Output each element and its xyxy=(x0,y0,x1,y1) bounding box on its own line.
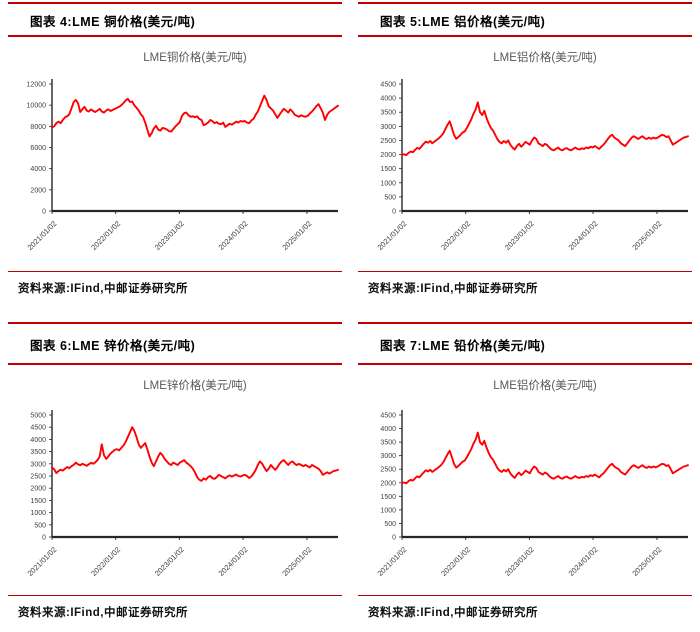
y-axis-tick-label: 4000 xyxy=(380,426,396,433)
source-rule xyxy=(358,594,692,596)
y-axis-tick-label: 2000 xyxy=(380,152,396,159)
source-rule xyxy=(8,594,342,596)
y-axis-tick-label: 3000 xyxy=(30,461,46,468)
figure-5-source-note: 资料来源:IFind,中邮证券研究所 xyxy=(368,282,538,295)
x-axis-tick-label: 2025/01/02 xyxy=(630,219,663,252)
figure-4-header: 图表 4:LME 铜价格(美元/吨) xyxy=(30,15,196,29)
y-axis-tick-label: 0 xyxy=(42,208,46,215)
y-axis-tick-label: 3000 xyxy=(380,453,396,460)
chart-title: LME锌价格(美元/吨) xyxy=(143,378,247,392)
price-line xyxy=(51,425,339,482)
source-rule xyxy=(358,270,692,272)
figure-chart-4-copper: 图表 4:LME 铜价格(美元/吨) LME铜价格(美元/吨) 12000 1000… xyxy=(8,2,342,296)
figure-7-header: 图表 7:LME 铅价格(美元/吨) xyxy=(380,339,546,353)
price-line xyxy=(401,431,689,484)
x-axis-tick-label: 2025/01/02 xyxy=(630,545,663,578)
x-axis-tick-label: 2025/01/02 xyxy=(280,545,313,578)
y-axis-tick-label: 2000 xyxy=(380,480,396,487)
y-axis-tick-label: 8000 xyxy=(30,123,46,130)
y-axis-tick-label: 500 xyxy=(384,194,396,201)
header-bottom-rule xyxy=(358,35,692,37)
y-axis-tick-label: 3000 xyxy=(380,123,396,130)
y-axis-tick-label: 0 xyxy=(392,208,396,215)
lead-price-line-chart: LME铝价格(美元/吨) 4500 4000 3500 3000 2500 2000 1500… xyxy=(376,378,689,578)
figure-chart-6-zinc: 图表 6:LME 锌价格(美元/吨) LME锌价格(美元/吨) 5000 4500 4… xyxy=(8,322,342,620)
y-axis-tick-label: 4000 xyxy=(380,95,396,102)
x-axis-tick-label: 2024/01/02 xyxy=(567,545,600,578)
x-axis-tick-label: 2023/01/02 xyxy=(153,219,186,252)
y-axis-tick-label: 4500 xyxy=(30,424,46,431)
y-axis-tick-label: 2500 xyxy=(380,137,396,144)
y-axis-tick-label: 4000 xyxy=(30,166,46,173)
y-axis-tick-label: 3500 xyxy=(30,449,46,456)
y-axis-tick-label: 6000 xyxy=(30,145,46,152)
x-axis-tick-label: 2022/01/02 xyxy=(89,545,122,578)
y-axis-tick-label: 3500 xyxy=(380,439,396,446)
y-axis-tick-label: 2500 xyxy=(380,466,396,473)
x-axis-tick-label: 2021/01/02 xyxy=(26,219,59,252)
y-axis-tick-label: 3500 xyxy=(380,109,396,116)
source-rule xyxy=(8,270,342,272)
price-line xyxy=(51,94,339,137)
zinc-price-line-chart: LME锌价格(美元/吨)5000450040003500300025002000… xyxy=(26,378,339,578)
header-top-rule xyxy=(8,2,342,4)
y-axis-tick-label: 10000 xyxy=(27,102,47,109)
y-axis-tick-label: 4000 xyxy=(30,436,46,443)
figure-7-source-note: 资料来源:IFind,中邮证券研究所 xyxy=(368,606,538,619)
x-axis-tick-label: 2021/01/02 xyxy=(26,545,59,578)
y-axis-tick-label: 500 xyxy=(34,522,46,529)
chart-title: LME铝价格(美元/吨) xyxy=(493,50,597,64)
x-axis-tick-label: 2021/01/02 xyxy=(376,219,409,252)
y-axis-tick-label: 1000 xyxy=(30,510,46,517)
y-axis-tick-label: 500 xyxy=(384,520,396,527)
y-axis-tick-label: 0 xyxy=(392,534,396,541)
figure-6-source-note: 资料来源:IFind,中邮证券研究所 xyxy=(18,606,188,619)
figure-chart-7-lead: 图表 7:LME 铅价格(美元/吨) LME铝价格(美元/吨) 4500 4000 3… xyxy=(358,322,692,620)
x-axis-tick-label: 2022/01/02 xyxy=(439,545,472,578)
header-bottom-rule xyxy=(358,363,692,365)
y-axis-tick-label: 0 xyxy=(42,534,46,541)
y-axis-tick-label: 2000 xyxy=(30,187,46,194)
y-axis-tick-label: 4500 xyxy=(380,412,396,419)
y-axis-tick-label: 5000 xyxy=(30,412,46,419)
x-axis-tick-label: 2023/01/02 xyxy=(503,545,536,578)
y-axis-tick-label: 1500 xyxy=(380,493,396,500)
x-axis-tick-label: 2021/01/02 xyxy=(376,545,409,578)
copper-price-line-chart: LME铜价格(美元/吨) 12000 10000 8000 6000 4000 2000 0 2… xyxy=(26,50,339,252)
header-top-rule xyxy=(358,2,692,4)
header-top-rule xyxy=(8,322,342,324)
chart-title: LME铝价格(美元/吨) xyxy=(493,378,597,392)
figure-chart-5-aluminum: 图表 5:LME 铝价格(美元/吨) LME铝价格(美元/吨) 4500 4000 3… xyxy=(358,2,692,296)
x-axis-tick-label: 2022/01/02 xyxy=(89,219,122,252)
header-bottom-rule xyxy=(8,363,342,365)
x-axis-tick-label: 2023/01/02 xyxy=(503,219,536,252)
figure-5-header: 图表 5:LME 铝价格(美元/吨) xyxy=(380,15,546,29)
x-axis-tick-label: 2023/01/02 xyxy=(153,545,186,578)
y-axis-tick-label: 1000 xyxy=(380,507,396,514)
x-axis-tick-label: 2022/01/02 xyxy=(439,219,472,252)
chart-title: LME铜价格(美元/吨) xyxy=(143,50,247,64)
x-axis-tick-label: 2025/01/02 xyxy=(280,219,313,252)
y-axis-tick-label: 2000 xyxy=(30,485,46,492)
figure-6-header: 图表 6:LME 锌价格(美元/吨) xyxy=(30,339,196,353)
y-axis-tick-label: 12000 xyxy=(27,81,47,88)
header-top-rule xyxy=(358,322,692,324)
figure-4-source-note: 资料来源:IFind,中邮证券研究所 xyxy=(18,282,188,295)
x-axis-tick-label: 2024/01/02 xyxy=(567,219,600,252)
aluminum-price-line-chart: LME铝价格(美元/吨) 4500 4000 3500 3000 2500 2000 1500… xyxy=(376,50,689,252)
header-bottom-rule xyxy=(8,35,342,37)
x-axis-tick-label: 2024/01/02 xyxy=(217,545,250,578)
y-axis-tick-label: 1500 xyxy=(380,166,396,173)
y-axis-tick-label: 1500 xyxy=(30,497,46,504)
y-axis-tick-label: 2500 xyxy=(30,473,46,480)
y-axis-tick-label: 1000 xyxy=(380,180,396,187)
x-axis-tick-label: 2024/01/02 xyxy=(217,219,250,252)
y-axis-tick-label: 4500 xyxy=(380,81,396,88)
price-line xyxy=(401,100,689,156)
